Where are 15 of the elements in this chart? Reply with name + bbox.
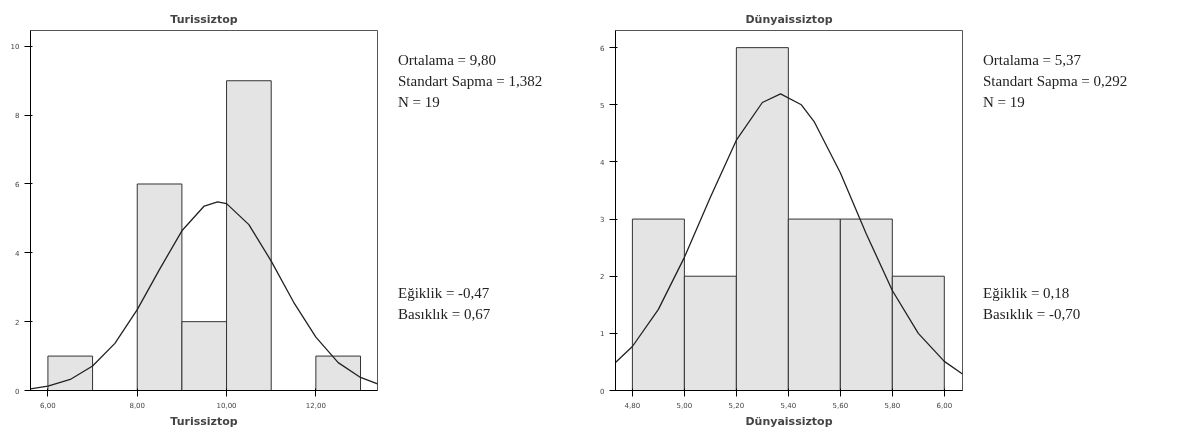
text: Ortalama = 5,37 [983,52,1082,68]
text: Standart Sapma = 1,382 [398,73,543,89]
line-series [615,93,963,375]
text: Ortalama = 9,80 [398,52,497,68]
chart-title: Turissiztop [170,12,238,26]
text: Basıklık = 0,67 [398,306,491,322]
text: N = 19 [398,94,440,110]
x-axis-title: Dünyaissiztop [745,414,833,428]
x-axis-title: Turissiztop [170,414,238,428]
text: Eğiklik = 0,18 [983,285,1070,301]
text: Standart Sapma = 0,292 [983,73,1128,89]
text: Basıklık = -0,70 [983,306,1081,322]
text: N = 19 [983,94,1025,110]
chart-title: Dünyaissiztop [745,12,833,26]
text: Eğiklik = -0,47 [398,285,490,301]
